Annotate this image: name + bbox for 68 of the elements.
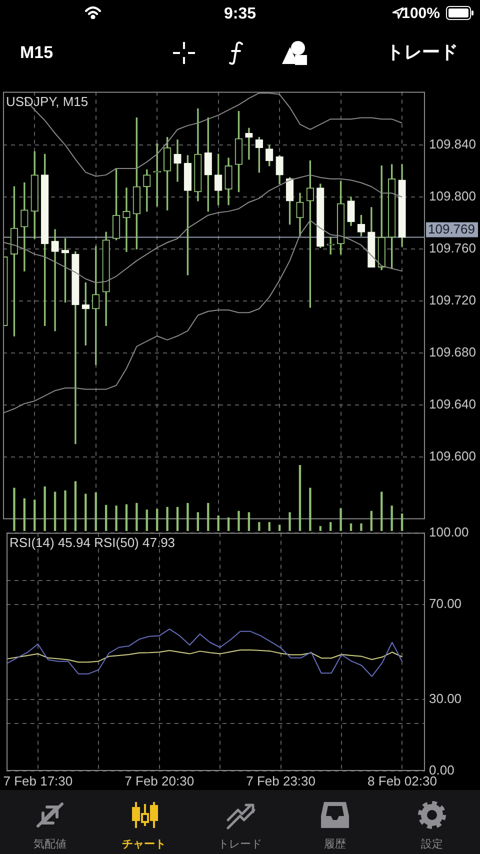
y-tick-label: 109.600	[429, 448, 476, 464]
bar	[390, 506, 393, 531]
y-tick-label: 109.840	[429, 136, 476, 152]
y-tick-label: 30.00	[429, 691, 462, 706]
y-tick-label: 109.760	[429, 240, 476, 256]
y-tick-label: 109.640	[429, 396, 476, 412]
y-tick-label: 109.800	[429, 188, 476, 204]
y-tick-label: 109.680	[429, 344, 476, 360]
bar	[54, 492, 56, 531]
bar	[360, 523, 362, 531]
bar	[64, 490, 66, 531]
bar	[186, 502, 189, 531]
bar	[248, 512, 250, 531]
ref-line-label: 109.769	[428, 221, 475, 236]
bar	[217, 515, 220, 531]
bar	[330, 522, 332, 531]
candlestick	[174, 140, 182, 182]
bar	[44, 486, 46, 531]
bar	[34, 500, 36, 531]
text: 気配値	[34, 838, 66, 852]
text: M15	[20, 42, 54, 64]
bar	[340, 508, 342, 531]
text: 9:35	[224, 4, 256, 24]
chart-title: RSI(14) 45.94 RSI(50) 47.93	[10, 534, 176, 550]
text: 履歴	[324, 838, 346, 852]
bar	[196, 512, 200, 531]
bar	[84, 494, 87, 531]
bar	[370, 510, 372, 531]
bar	[176, 506, 179, 531]
bar	[115, 506, 118, 531]
bar	[94, 492, 97, 531]
y-tick-label: 100.00	[429, 524, 469, 540]
bar	[125, 504, 128, 531]
x-tick-label: 7 Feb 23:30	[246, 773, 316, 788]
text: 100%	[402, 5, 440, 23]
candlestick	[20, 182, 28, 272]
bar	[278, 524, 281, 531]
text: トレード	[386, 42, 458, 64]
text: 設定	[421, 838, 443, 852]
bar	[350, 523, 352, 531]
bar	[23, 498, 26, 531]
bar	[227, 517, 230, 531]
bar	[400, 514, 404, 531]
bar	[166, 506, 168, 531]
bar	[380, 492, 383, 531]
y-tick-label: 109.720	[429, 292, 476, 308]
bar	[207, 502, 210, 531]
x-tick-label: 7 Feb 20:30	[124, 773, 194, 788]
bar	[74, 481, 77, 531]
bar	[258, 522, 260, 531]
text: チャート	[122, 838, 166, 852]
bar	[156, 508, 158, 531]
bar	[136, 502, 138, 531]
candlestick	[122, 188, 130, 252]
bar	[104, 504, 108, 531]
candlestick	[51, 229, 59, 332]
bar	[319, 526, 322, 531]
bar	[298, 465, 302, 531]
bar	[146, 510, 148, 531]
bar	[288, 512, 291, 531]
x-tick-label: 7 Feb 17:30	[3, 773, 73, 788]
candlestick	[245, 128, 253, 160]
text: トレード	[218, 838, 262, 852]
y-tick-label: 70.00	[429, 596, 462, 611]
bar	[238, 510, 240, 531]
bar	[268, 522, 270, 531]
bar	[13, 488, 16, 531]
bar	[309, 488, 312, 531]
